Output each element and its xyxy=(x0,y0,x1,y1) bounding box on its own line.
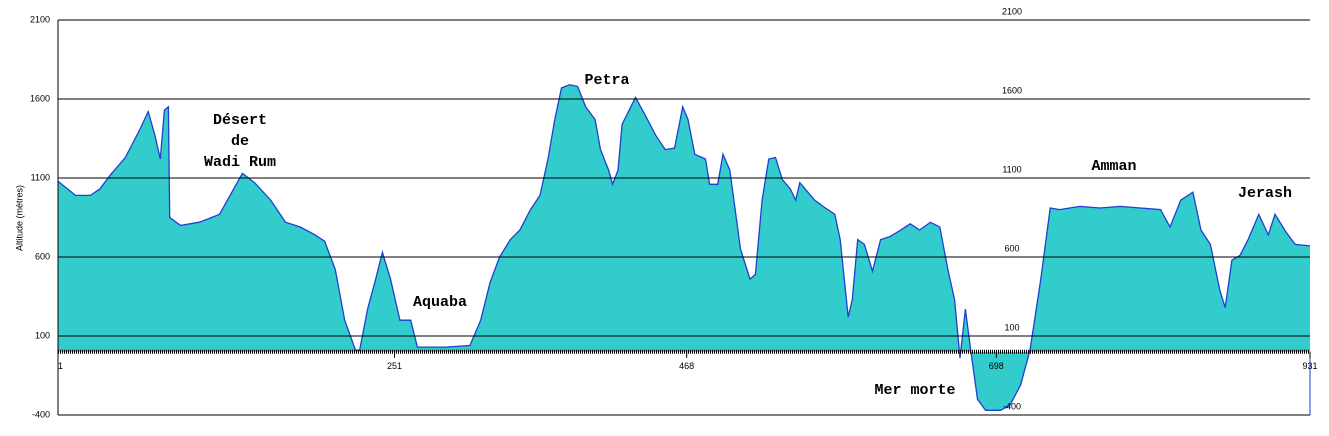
y-tick-label-inner: -400 xyxy=(1003,401,1021,411)
y-tick-label: 1600 xyxy=(30,93,50,103)
y-tick-label: -400 xyxy=(32,409,50,419)
area-fill xyxy=(58,84,1310,411)
y-tick-label-inner: 600 xyxy=(1004,243,1019,253)
x-tick-label: 251 xyxy=(387,361,402,371)
annotation: Wadi Rum xyxy=(204,154,276,171)
y-tick-label-inner: 1100 xyxy=(1002,164,1021,174)
annotation: de xyxy=(231,133,249,150)
y-tick-label: 2100 xyxy=(30,14,50,24)
x-tick-label: 468 xyxy=(679,361,694,371)
y-tick-label: 600 xyxy=(35,251,50,261)
y-tick-label-inner: 1600 xyxy=(1002,85,1022,95)
annotation: Désert xyxy=(213,112,267,129)
annotation: Aquaba xyxy=(413,294,467,311)
y-axis-label: Altitude (mètres) xyxy=(14,185,24,251)
x-tick-label: 931 xyxy=(1302,361,1317,371)
annotation: Amman xyxy=(1091,158,1136,175)
annotation: Jerash xyxy=(1238,185,1292,202)
y-tick-label-inner: 2100 xyxy=(1002,6,1022,16)
profile-line xyxy=(57,84,1311,411)
annotation: Petra xyxy=(584,72,629,89)
x-tick-label: 1 xyxy=(58,361,63,371)
x-tick-label: 698 xyxy=(989,361,1004,371)
y-tick-label-inner: 100 xyxy=(1004,322,1019,332)
y-tick-label: 1100 xyxy=(31,172,50,182)
annotation: Mer morte xyxy=(874,382,955,399)
y-tick-label: 100 xyxy=(35,330,50,340)
